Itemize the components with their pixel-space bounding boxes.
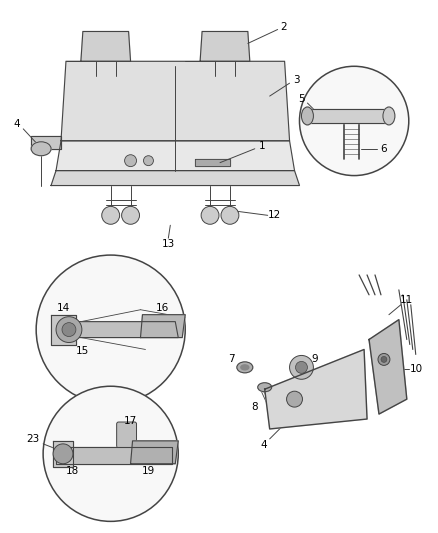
Ellipse shape: [258, 383, 272, 392]
Polygon shape: [369, 320, 407, 414]
Polygon shape: [131, 441, 178, 464]
Circle shape: [36, 255, 185, 404]
Text: 13: 13: [162, 239, 175, 249]
Polygon shape: [195, 159, 230, 166]
Text: 16: 16: [156, 303, 169, 313]
Text: 11: 11: [400, 295, 413, 305]
Circle shape: [53, 444, 73, 464]
Polygon shape: [200, 31, 250, 61]
Ellipse shape: [301, 107, 314, 125]
Ellipse shape: [241, 365, 249, 370]
Text: 19: 19: [142, 466, 155, 475]
Circle shape: [290, 356, 314, 379]
Text: 4: 4: [261, 440, 267, 450]
Text: 2: 2: [280, 21, 287, 31]
Ellipse shape: [383, 107, 395, 125]
Text: 5: 5: [298, 94, 305, 104]
FancyBboxPatch shape: [117, 422, 137, 448]
Circle shape: [144, 156, 153, 166]
Polygon shape: [265, 350, 367, 429]
Polygon shape: [51, 171, 300, 185]
Text: 23: 23: [27, 434, 40, 444]
Text: 15: 15: [76, 346, 89, 357]
Text: 9: 9: [311, 354, 318, 365]
Polygon shape: [61, 61, 290, 141]
Polygon shape: [81, 31, 131, 61]
Text: 3: 3: [293, 75, 300, 85]
Polygon shape: [53, 441, 73, 467]
Ellipse shape: [237, 362, 253, 373]
Circle shape: [221, 206, 239, 224]
Text: 14: 14: [57, 303, 70, 313]
Circle shape: [286, 391, 303, 407]
Circle shape: [122, 206, 140, 224]
Polygon shape: [31, 136, 61, 149]
Circle shape: [300, 66, 409, 175]
Polygon shape: [56, 447, 172, 464]
Text: 12: 12: [268, 211, 281, 220]
Polygon shape: [51, 314, 76, 344]
Circle shape: [43, 386, 178, 521]
Text: 8: 8: [251, 402, 258, 412]
Circle shape: [124, 155, 137, 167]
Circle shape: [296, 361, 307, 373]
Polygon shape: [141, 314, 185, 337]
Text: 4: 4: [13, 119, 20, 129]
Text: 7: 7: [229, 354, 235, 365]
Text: 1: 1: [258, 141, 265, 151]
Text: 10: 10: [410, 365, 423, 374]
Circle shape: [62, 322, 76, 336]
Circle shape: [378, 353, 390, 365]
Circle shape: [201, 206, 219, 224]
Text: 18: 18: [66, 466, 80, 475]
Circle shape: [56, 317, 82, 343]
Text: 17: 17: [124, 416, 137, 426]
Polygon shape: [66, 321, 178, 337]
Circle shape: [381, 357, 387, 362]
Text: 6: 6: [381, 144, 387, 154]
Polygon shape: [307, 109, 389, 123]
Ellipse shape: [31, 142, 51, 156]
Circle shape: [102, 206, 120, 224]
Polygon shape: [56, 141, 294, 171]
